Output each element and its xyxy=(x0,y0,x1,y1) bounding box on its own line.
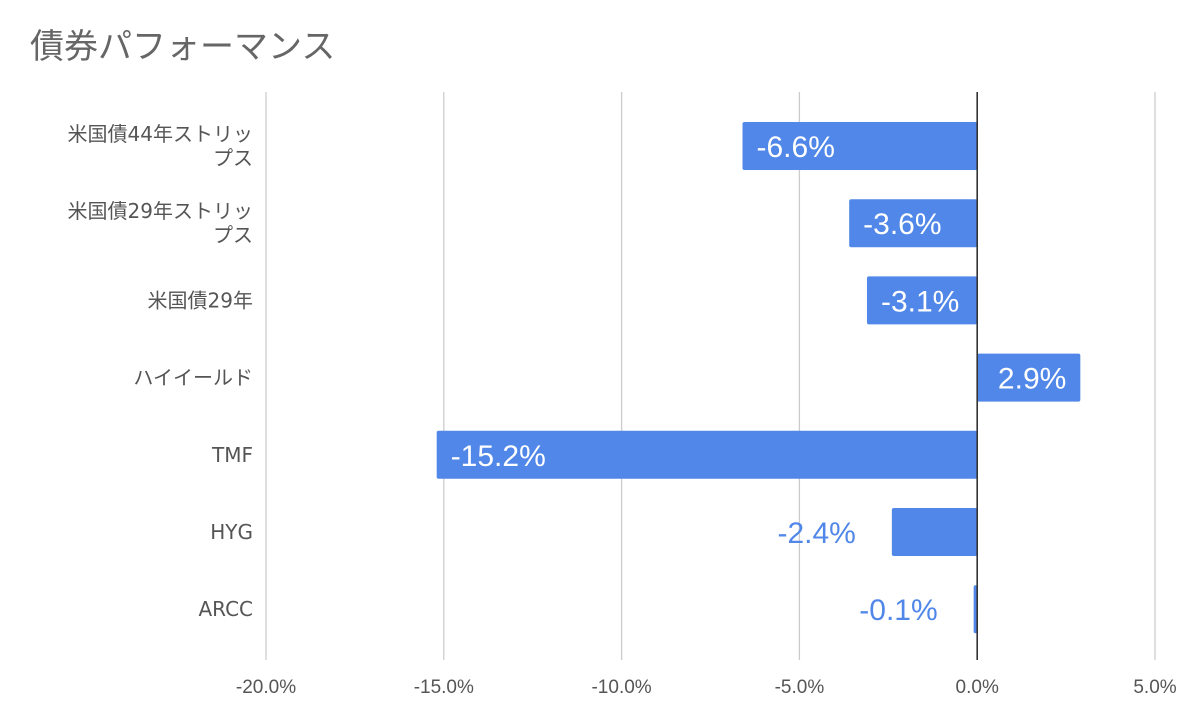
bar xyxy=(891,508,978,556)
gridlines xyxy=(265,92,1156,660)
category-label: プス xyxy=(213,223,253,247)
category-label: TMF xyxy=(211,443,253,467)
category-labels: 米国債44年ストリップス米国債29年ストリップス米国債29年ハイイールドTMFH… xyxy=(68,122,253,621)
data-label: -15.2% xyxy=(451,440,546,473)
bar xyxy=(866,276,978,325)
x-tick-labels: -20.0% -15.0% -10.0% -5.0% 0.0% 5.0% xyxy=(236,677,1177,698)
category-label: 米国債29年ストリッ xyxy=(68,199,253,223)
bar xyxy=(973,585,978,634)
category-label: ARCC xyxy=(198,597,253,621)
category-label: 米国債29年 xyxy=(148,288,253,312)
data-label: -3.1% xyxy=(881,285,959,318)
x-tick-label: 0.0% xyxy=(956,677,999,698)
chart-title: 債券パフォーマンス xyxy=(30,27,335,67)
category-label: プス xyxy=(213,146,253,170)
x-tick-label: -20.0% xyxy=(236,677,296,698)
bar xyxy=(849,199,978,248)
bar xyxy=(436,430,978,479)
bars xyxy=(436,122,1081,634)
bar xyxy=(742,122,978,170)
data-label: -3.6% xyxy=(863,208,941,241)
data-label: -6.6% xyxy=(757,131,835,164)
data-label: -0.1% xyxy=(859,594,937,627)
category-label: 米国債44年ストリッ xyxy=(68,122,253,146)
x-tick-label: -5.0% xyxy=(775,677,825,698)
bar xyxy=(977,353,1081,402)
category-label: HYG xyxy=(210,520,253,544)
x-tick-label: -15.0% xyxy=(414,677,474,698)
data-label: 2.9% xyxy=(998,363,1066,396)
x-tick-label: -10.0% xyxy=(591,677,651,698)
x-tick-label: 5.0% xyxy=(1133,677,1176,698)
data-labels: -6.6% -3.6% -3.1% 2.9% -15.2% -2.4% -0.1% xyxy=(451,131,1067,627)
category-label: ハイイールド xyxy=(133,366,253,390)
data-label: -2.4% xyxy=(777,517,855,550)
